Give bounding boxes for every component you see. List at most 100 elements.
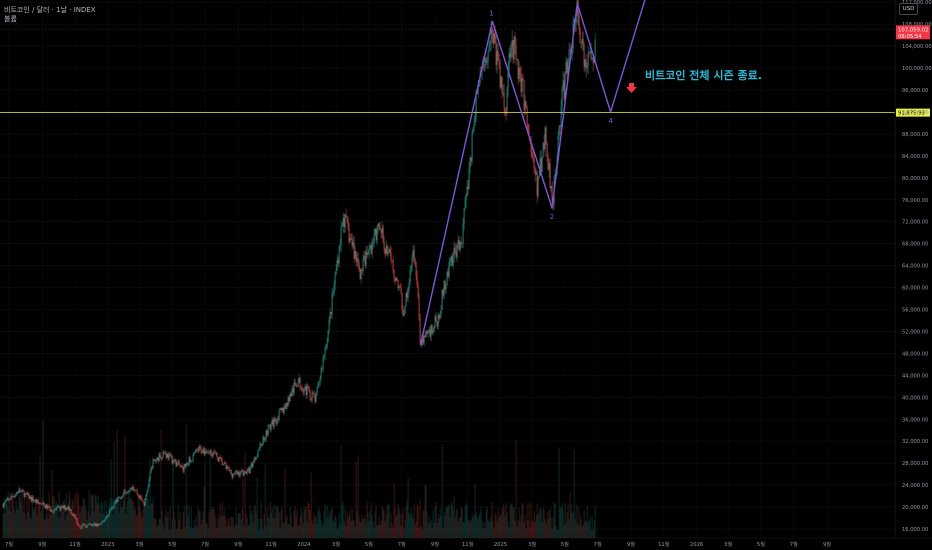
volume-bar xyxy=(230,516,232,538)
candle-body xyxy=(142,500,144,503)
current-price-label: 107,059.02 xyxy=(898,27,928,33)
candle-body xyxy=(199,446,201,448)
volume-bar xyxy=(541,522,543,538)
horizontal-levels: 114,849.0891,875.93 xyxy=(0,108,930,117)
candle-body xyxy=(49,506,51,511)
candle-body xyxy=(125,492,127,494)
candle-body xyxy=(103,520,105,522)
volume-bar xyxy=(269,502,271,538)
price-tick-label: 96,000.00 xyxy=(902,88,928,94)
volume-bar xyxy=(164,515,166,538)
candle-body xyxy=(331,293,333,314)
candle-body xyxy=(433,326,435,331)
volume-bar xyxy=(132,501,134,538)
candle-body xyxy=(413,249,415,259)
candle-body xyxy=(376,227,378,241)
candle-body xyxy=(172,460,174,464)
candle-body xyxy=(77,523,79,526)
price-tick-label: 60,000.00 xyxy=(902,286,928,292)
candle-body xyxy=(270,424,272,430)
candle-body xyxy=(391,260,393,261)
candle-body xyxy=(500,76,502,88)
volume-bar xyxy=(174,519,176,538)
candle-body xyxy=(381,227,383,234)
volume-bar xyxy=(7,492,9,538)
volume-bar xyxy=(511,502,513,538)
candle-body xyxy=(448,262,450,277)
price-tick-label: 76,000.00 xyxy=(902,198,928,204)
volume-bar xyxy=(577,506,579,538)
candle-body xyxy=(212,452,214,457)
candle-body xyxy=(85,526,87,528)
volume-bar xyxy=(162,523,164,538)
candle-body xyxy=(134,490,136,491)
volume-bar xyxy=(444,515,446,538)
volume-bar xyxy=(592,529,594,538)
volume-bar xyxy=(8,510,10,538)
volume-bar xyxy=(393,482,395,538)
volume-bar xyxy=(500,515,502,538)
volume-bar xyxy=(398,508,400,538)
volume-bar xyxy=(215,521,217,538)
price-tick-label: 80,000.00 xyxy=(902,176,928,182)
candle-body xyxy=(385,245,387,254)
volume-bar xyxy=(253,504,255,538)
candle-body xyxy=(505,112,507,114)
candle-body xyxy=(82,523,84,526)
candle-body xyxy=(371,243,373,254)
candle-body xyxy=(473,123,475,127)
candle-body xyxy=(9,499,11,501)
volume-bar xyxy=(241,508,243,538)
volume-bar xyxy=(574,518,576,538)
candle-body xyxy=(51,510,53,512)
volume-bar xyxy=(446,507,448,538)
candle-body xyxy=(588,52,590,54)
candle-body xyxy=(437,315,439,327)
volume-bar xyxy=(382,508,384,538)
candle-body xyxy=(288,397,290,402)
volume-bar xyxy=(373,527,375,538)
candle-body xyxy=(467,186,469,189)
volume-bar xyxy=(97,495,99,538)
symbol-title[interactable]: 비트코인 / 달러 · 1날 · INDEX xyxy=(4,6,96,14)
candle-body xyxy=(169,454,171,455)
candle-body xyxy=(219,456,221,458)
volume-bar xyxy=(328,510,330,538)
candle-body xyxy=(106,515,108,517)
volume-bar xyxy=(531,519,533,538)
candle-body xyxy=(190,460,192,462)
volume-bar xyxy=(359,521,361,538)
currency-badge[interactable]: USD xyxy=(899,3,918,15)
volume-bar xyxy=(91,493,93,538)
volume-bar xyxy=(45,513,47,538)
volume-bar xyxy=(50,505,52,538)
candle-body xyxy=(329,312,331,319)
candle-body xyxy=(177,461,179,463)
candle-body xyxy=(216,452,218,458)
volume-bar xyxy=(176,528,178,538)
candle-body xyxy=(300,387,302,388)
candle-body xyxy=(466,186,468,197)
volume-bar xyxy=(441,444,443,538)
volume-bar xyxy=(387,503,389,538)
candle-body xyxy=(419,318,421,343)
candle-body xyxy=(79,525,81,528)
candle-body xyxy=(76,518,78,524)
volume-bar xyxy=(126,501,128,538)
candle-body xyxy=(558,125,560,137)
volume-bar xyxy=(389,527,391,538)
candle-body xyxy=(293,382,295,393)
candle-body xyxy=(281,407,283,411)
candle-body xyxy=(299,377,301,388)
volume-bar xyxy=(294,506,296,538)
candle-body xyxy=(185,463,187,467)
candle-body xyxy=(487,51,489,62)
candle-body xyxy=(341,225,343,227)
volume-bar xyxy=(589,516,591,538)
volume-bar xyxy=(477,518,479,538)
volume-bar xyxy=(213,509,215,538)
volume-bar xyxy=(84,505,86,538)
volume-bar xyxy=(34,507,36,538)
volume-bar xyxy=(476,516,478,538)
